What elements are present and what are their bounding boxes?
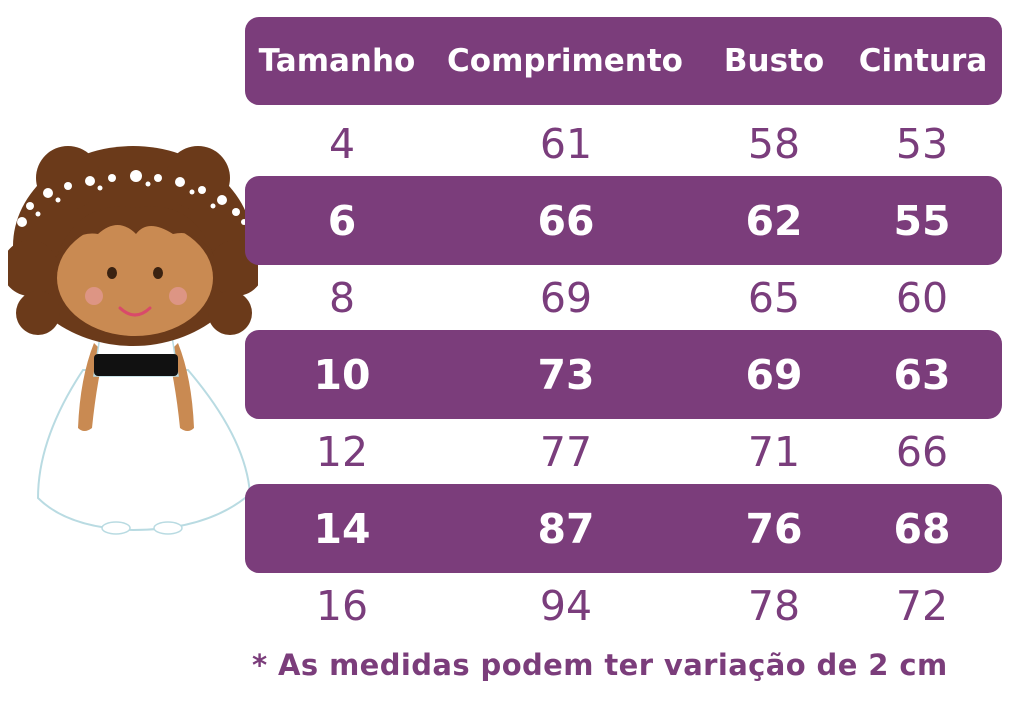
cell-cintura: 63 (893, 350, 951, 399)
girl-flower-dress-illustration (8, 146, 258, 535)
cell-comprimento: 87 (537, 504, 595, 553)
cell-tamanho: 16 (315, 581, 369, 630)
header-tamanho: Tamanho (258, 43, 416, 79)
table-row: 12 77 71 66 (245, 413, 1002, 490)
cell-tamanho: 14 (313, 504, 371, 553)
header-cintura: Cintura (858, 43, 988, 79)
table-header-row: Tamanho Comprimento Busto Cintura (245, 17, 1002, 105)
table-row: 10 73 69 63 (245, 330, 1002, 419)
cell-busto: 62 (745, 196, 803, 245)
table-row: 16 94 78 72 (245, 567, 1002, 644)
cell-busto: 69 (745, 350, 803, 399)
cell-cintura: 66 (895, 427, 949, 476)
cell-cintura: 60 (895, 273, 949, 322)
cell-busto: 65 (747, 273, 801, 322)
header-busto: Busto (723, 43, 825, 79)
table-row: 8 69 65 60 (245, 259, 1002, 336)
table-row: 6 66 62 55 (245, 176, 1002, 265)
cell-comprimento: 73 (537, 350, 595, 399)
cell-comprimento: 94 (539, 581, 593, 630)
cell-cintura: 53 (895, 119, 949, 168)
cell-busto: 71 (747, 427, 801, 476)
cell-comprimento: 66 (537, 196, 595, 245)
cell-busto: 58 (747, 119, 801, 168)
cell-tamanho: 10 (313, 350, 371, 399)
cell-busto: 76 (745, 504, 803, 553)
cell-tamanho: 6 (327, 196, 357, 245)
table-row: 4 61 58 53 (245, 105, 1002, 182)
measurement-footnote: * As medidas podem ter variação de 2 cm (252, 648, 948, 682)
cell-tamanho: 4 (328, 119, 356, 168)
cell-tamanho: 8 (328, 273, 356, 322)
cell-busto: 78 (747, 581, 801, 630)
header-comprimento: Comprimento (447, 43, 683, 79)
cell-cintura: 72 (895, 581, 949, 630)
cell-comprimento: 61 (539, 119, 593, 168)
size-table: Tamanho Comprimento Busto Cintura 4 61 5… (245, 17, 1002, 644)
cell-tamanho: 12 (315, 427, 369, 476)
cell-comprimento: 69 (539, 273, 593, 322)
table-row: 14 87 76 68 (245, 484, 1002, 573)
cell-cintura: 68 (893, 504, 951, 553)
cell-cintura: 55 (893, 196, 951, 245)
cell-comprimento: 77 (539, 427, 593, 476)
